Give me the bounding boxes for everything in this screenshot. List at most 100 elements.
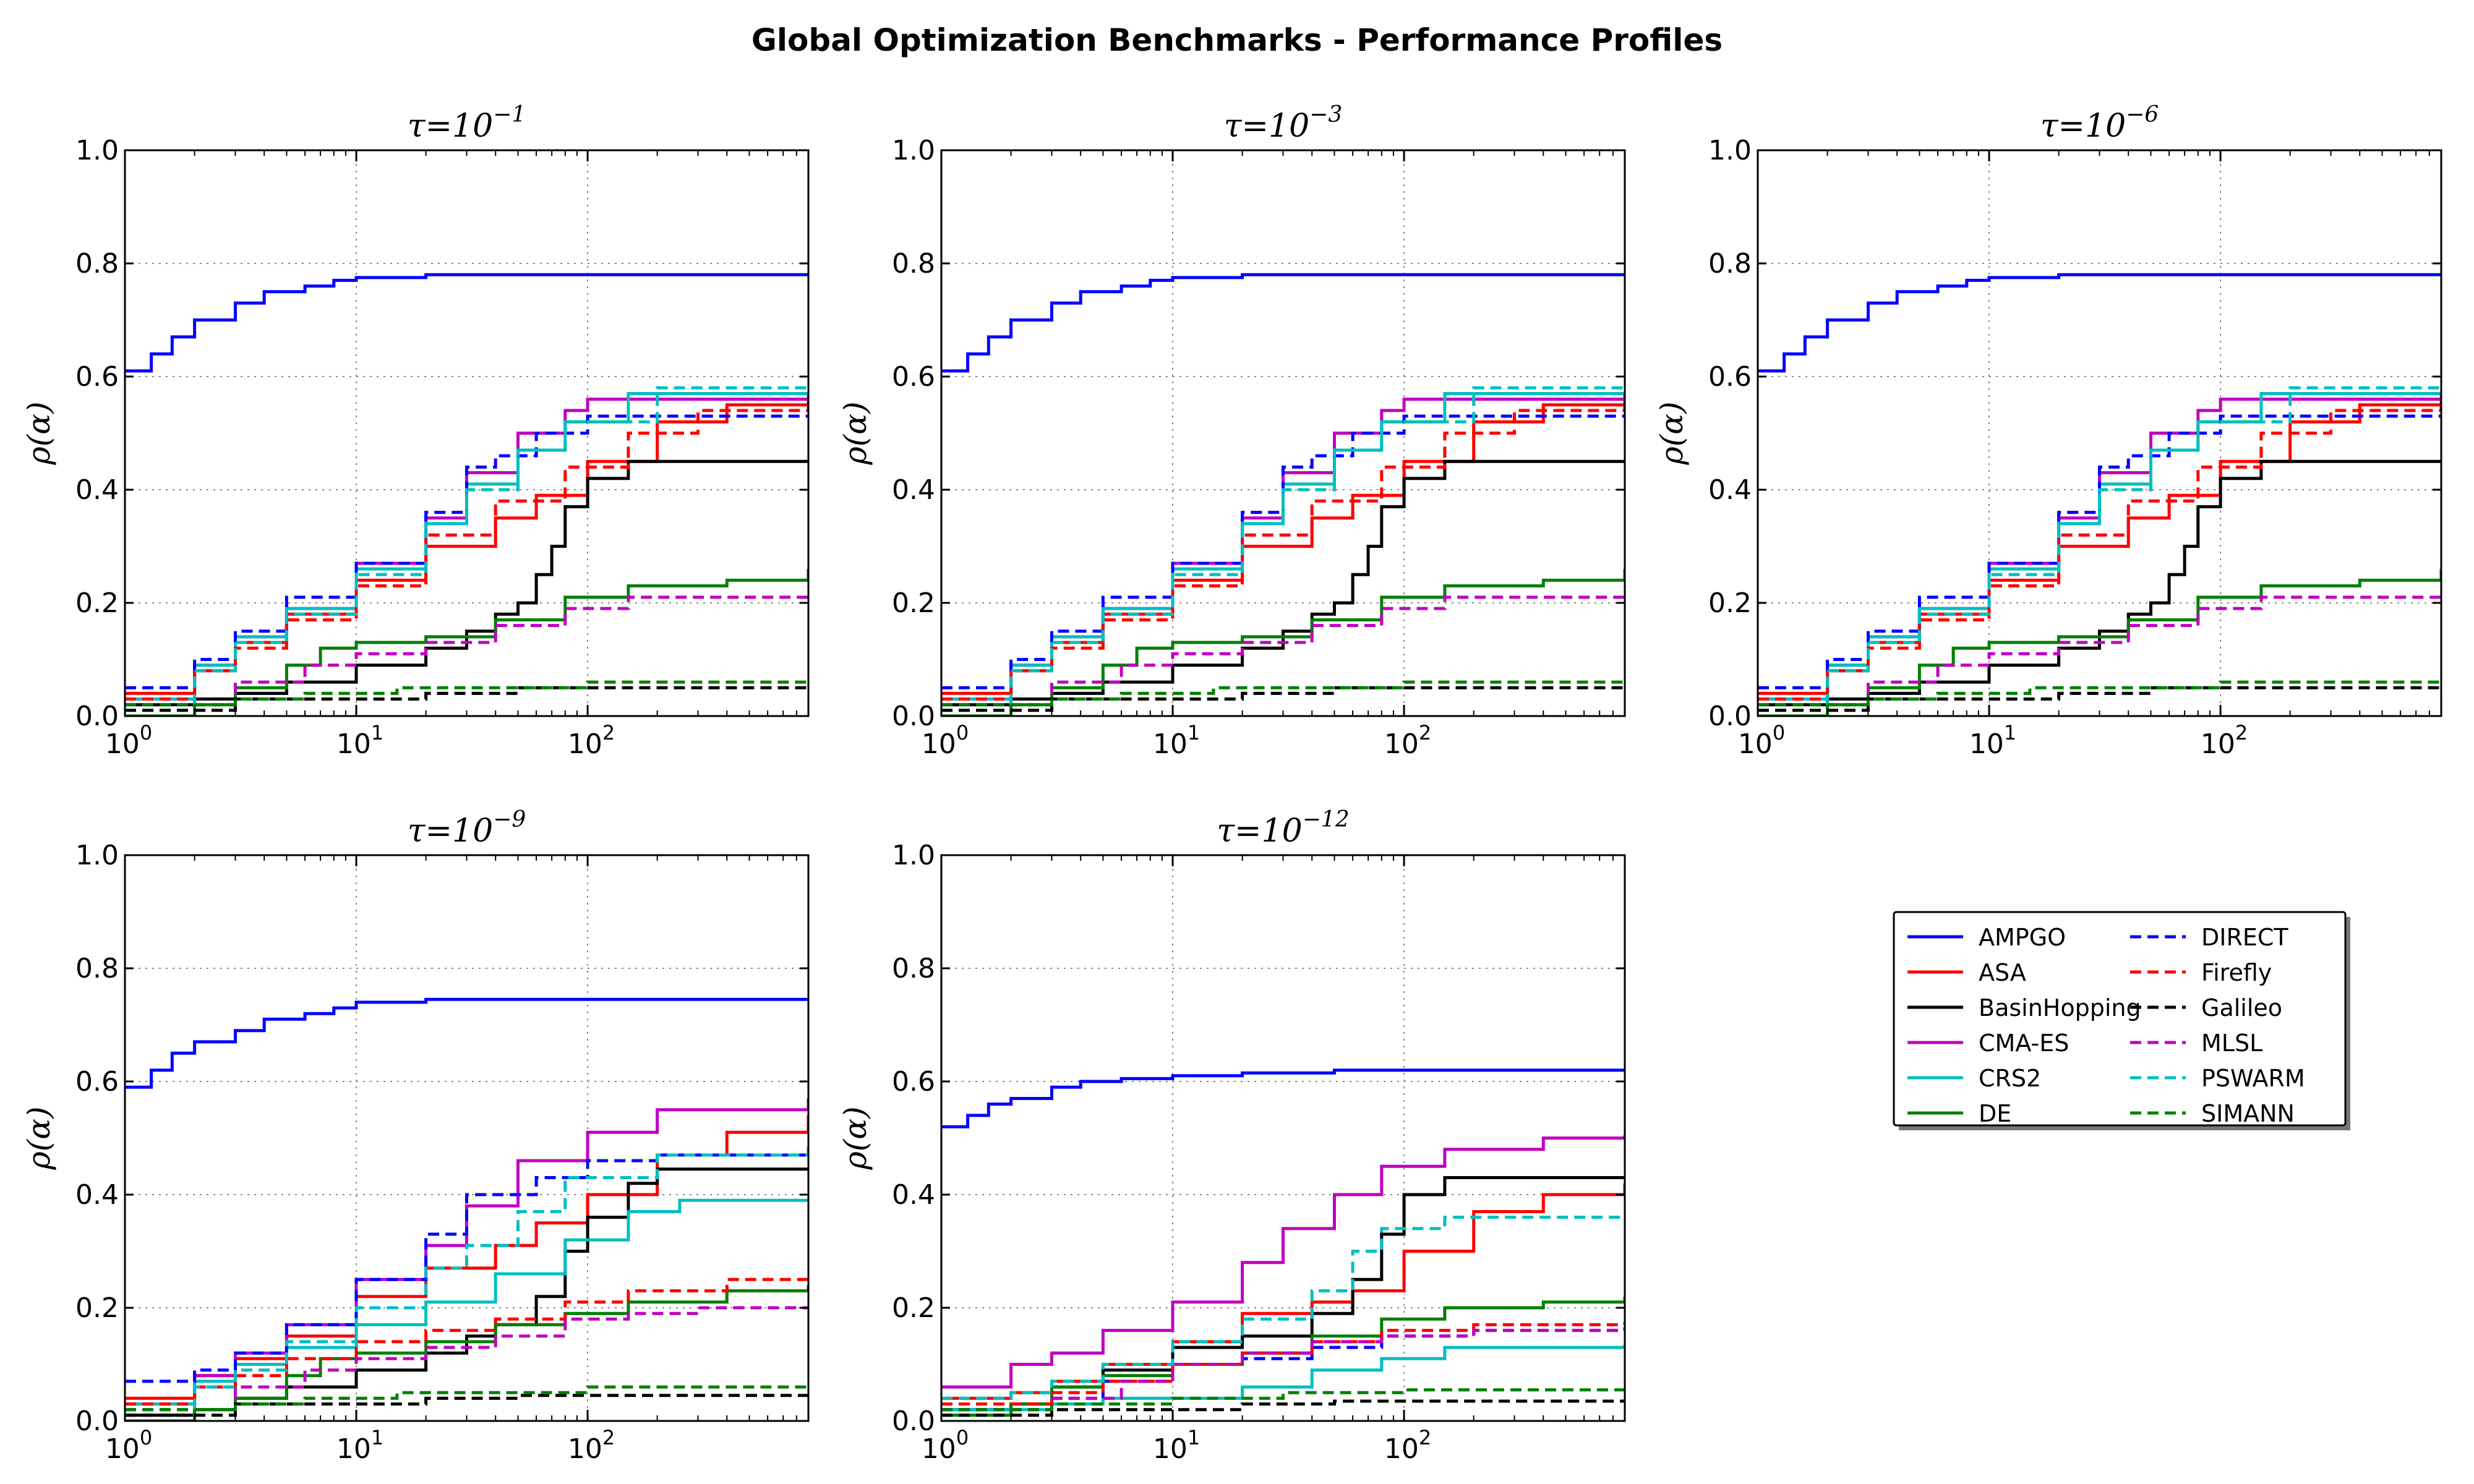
series-line-firefly — [125, 1277, 808, 1406]
x-tick-label: 102 — [568, 1426, 615, 1465]
series-line-ampgo — [125, 273, 808, 373]
y-tick-label: 1.0 — [892, 840, 935, 871]
panels-container: 0.0 0.2 0.4 0.6 0.8 1.0 100 101 102 ρ(α) τ=10−1 0.0… — [21, 102, 2442, 1465]
series-line-de — [125, 1285, 808, 1421]
y-tick-label: 0.2 — [892, 1292, 935, 1324]
legend-item: BasinHopping — [1907, 994, 2141, 1021]
x-tick-label: 100 — [1738, 721, 1785, 760]
series-line-pswarm — [125, 1143, 808, 1412]
panel-title: τ=10−1 — [408, 102, 526, 145]
legend-box — [1893, 911, 2347, 1127]
y-tick-label: 0.6 — [75, 1066, 119, 1098]
y-axis-label: ρ(α) — [837, 1106, 873, 1170]
y-tick-label: 0.8 — [892, 953, 935, 984]
series-line-galileo — [125, 1394, 808, 1417]
x-tick-label: 100 — [105, 721, 152, 760]
series-line-firefly — [125, 399, 808, 701]
x-tick-label: 101 — [336, 721, 383, 760]
y-tick-label: 0.8 — [892, 248, 935, 279]
y-tick-label: 0.4 — [892, 1179, 935, 1211]
x-tick-label: 101 — [336, 1426, 383, 1465]
x-tick-label: 100 — [922, 721, 969, 760]
series-line-ampgo — [1758, 273, 2441, 373]
legend-label: CMA-ES — [1979, 1030, 2069, 1057]
legend-item: MLSL — [2130, 1030, 2262, 1057]
y-axis-label: ρ(α) — [21, 1106, 57, 1170]
legend-item: CRS2 — [1907, 1065, 2041, 1092]
legend-label: Firefly — [2201, 959, 2272, 986]
x-tick-label: 102 — [1384, 721, 1431, 760]
x-tick-label: 101 — [1153, 1426, 1200, 1465]
y-tick-label: 0.4 — [892, 474, 935, 506]
panel-title: τ=10−9 — [408, 807, 526, 850]
series-line-firefly — [1758, 399, 2441, 701]
series-line-ampgo — [941, 273, 1625, 373]
y-tick-label: 1.0 — [75, 135, 119, 166]
chart-panel-3: 0.0 0.2 0.4 0.6 0.8 1.0 100 101 102 ρ(α) τ=10−6 — [1654, 102, 2442, 760]
legend-item: DE — [1907, 1100, 2011, 1127]
series-line-simann — [125, 1384, 808, 1412]
y-tick-label: 0.2 — [1708, 587, 1752, 619]
series-line-ampgo — [125, 997, 808, 1089]
series-line-simann — [125, 680, 808, 707]
chart-panel-1: 0.0 0.2 0.4 0.6 0.8 1.0 100 101 102 ρ(α) τ=10−1 — [21, 102, 810, 760]
chart-panel-2: 0.0 0.2 0.4 0.6 0.8 1.0 100 101 102 ρ(α) τ=10−3 — [837, 102, 1626, 760]
y-tick-label: 0.2 — [75, 587, 119, 619]
legend-label: Galileo — [2201, 994, 2282, 1021]
legend-label: DIRECT — [2201, 924, 2288, 951]
y-tick-label: 0.8 — [1708, 248, 1752, 279]
legend-item: ASA — [1907, 959, 2026, 986]
series-line-galileo — [941, 1399, 1625, 1417]
series-line-galileo — [941, 686, 1625, 712]
legend: AMPGO ASA BasinHopping CMA-ES CRS2 DE DIRECT Fi… — [1893, 911, 2350, 1130]
y-tick-label: 1.0 — [75, 840, 119, 871]
x-tick-label: 101 — [1153, 721, 1200, 760]
legend-item: SIMANN — [2130, 1100, 2295, 1127]
series-line-direct — [125, 1149, 808, 1383]
legend-item: DIRECT — [2130, 924, 2288, 951]
series-line-firefly — [941, 1321, 1625, 1406]
x-tick-label: 101 — [1969, 721, 2016, 760]
y-tick-label: 0.2 — [892, 587, 935, 619]
legend-label: BasinHopping — [1979, 994, 2141, 1021]
series-group — [125, 997, 808, 1421]
x-tick-label: 102 — [1384, 1426, 1431, 1465]
series-line-galileo — [1758, 686, 2441, 712]
series-line-firefly — [941, 399, 1625, 701]
panel-title: τ=10−6 — [2040, 102, 2159, 145]
y-tick-label: 0.4 — [1708, 474, 1752, 506]
x-tick-label: 100 — [105, 1426, 152, 1465]
series-line-simann — [941, 680, 1625, 707]
series-line-mlsl — [125, 1306, 808, 1412]
legend-label: ASA — [1979, 959, 2026, 986]
panel-title: τ=10−3 — [1224, 102, 1343, 145]
legend-item: PSWARM — [2130, 1065, 2305, 1092]
y-tick-label: 0.4 — [75, 1179, 119, 1211]
y-tick-label: 0.6 — [892, 1066, 935, 1098]
chart-panel-5: 0.0 0.2 0.4 0.6 0.8 1.0 100 101 102 ρ(α) τ=10−12 — [837, 807, 1626, 1465]
y-axis-label: ρ(α) — [1654, 401, 1690, 465]
series-line-pswarm — [941, 1216, 1625, 1400]
legend-label: MLSL — [2201, 1030, 2262, 1057]
series-group — [941, 1068, 1625, 1417]
legend-label: SIMANN — [2201, 1100, 2295, 1127]
series-line-simann — [1758, 680, 2441, 707]
series-line-mlsl — [941, 1329, 1625, 1412]
y-tick-label: 0.0 — [892, 1405, 935, 1437]
legend-item: Firefly — [2130, 959, 2272, 986]
y-tick-label: 0.6 — [1708, 361, 1752, 393]
panel-title: τ=10−12 — [1217, 807, 1350, 850]
x-tick-label: 100 — [922, 1426, 969, 1465]
x-tick-label: 102 — [2201, 721, 2248, 760]
legend-label: PSWARM — [2201, 1065, 2305, 1092]
y-tick-label: 0.0 — [892, 701, 935, 732]
series-line-ampgo — [941, 1068, 1625, 1128]
y-tick-label: 0.8 — [75, 248, 119, 279]
series-group — [941, 273, 1625, 716]
legend-label: AMPGO — [1979, 924, 2066, 951]
y-tick-label: 0.6 — [75, 361, 119, 393]
legend-label: DE — [1979, 1100, 2011, 1127]
legend-item: CMA-ES — [1907, 1030, 2069, 1057]
y-tick-label: 0.0 — [1708, 701, 1752, 732]
